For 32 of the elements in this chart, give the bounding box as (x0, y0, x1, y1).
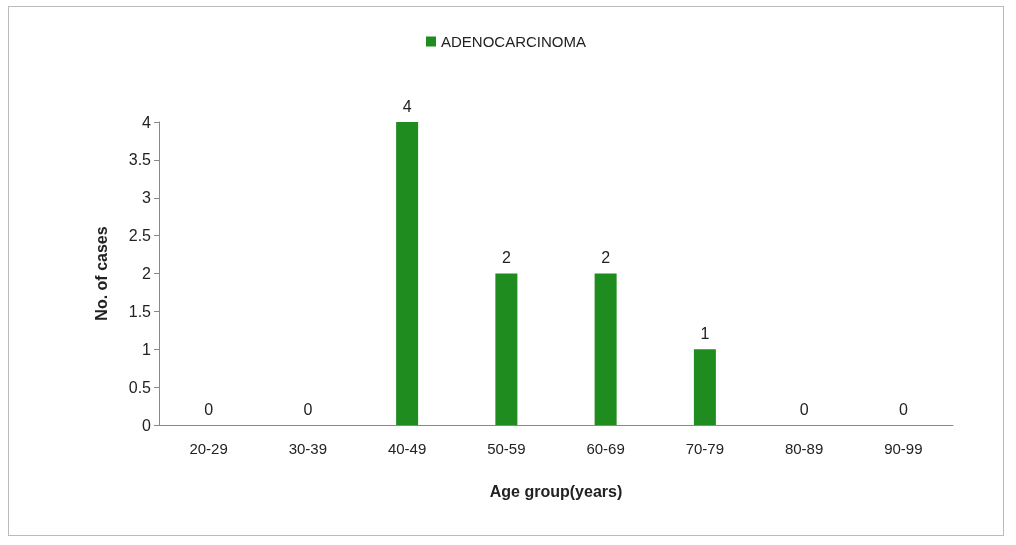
data-label: 4 (402, 97, 412, 115)
bar (594, 273, 617, 425)
x-tick-label: 70-79 (685, 440, 725, 457)
bar (396, 122, 419, 425)
data-label: 0 (204, 400, 214, 418)
x-tick-label: 20-29 (189, 440, 228, 457)
x-tick-label: 90-99 (884, 440, 923, 457)
x-tick-label: 50-59 (487, 440, 526, 457)
legend-label: ADENOCARCINOMA (440, 33, 587, 50)
y-tick-label: 0 (142, 416, 152, 434)
y-tick-label: 3.5 (128, 151, 152, 169)
x-tick-label: 40-49 (387, 440, 427, 457)
y-tick-label: 0.5 (128, 378, 152, 396)
y-tick-label: 1.5 (128, 302, 152, 320)
x-tick-label: 60-69 (586, 440, 625, 457)
x-tick-label: 80-89 (784, 440, 824, 457)
data-label: 0 (898, 400, 908, 418)
y-tick-label: 2 (142, 265, 152, 282)
data-label: 0 (303, 400, 313, 418)
y-tick-label: 3 (142, 189, 152, 207)
x-axis-title: Age group(years) (489, 482, 623, 500)
y-tick-label: 1 (142, 340, 152, 358)
bar (495, 273, 518, 425)
y-tick-label: 2.5 (128, 227, 152, 245)
x-tick-label: 30-39 (288, 440, 328, 457)
data-label: 0 (799, 400, 809, 418)
data-label: 1 (700, 324, 710, 342)
data-label: 2 (601, 249, 611, 266)
y-axis-title: No. of cases (92, 226, 110, 321)
data-label: 2 (501, 249, 511, 266)
y-tick-label: 4 (142, 113, 152, 131)
bar (693, 349, 716, 425)
